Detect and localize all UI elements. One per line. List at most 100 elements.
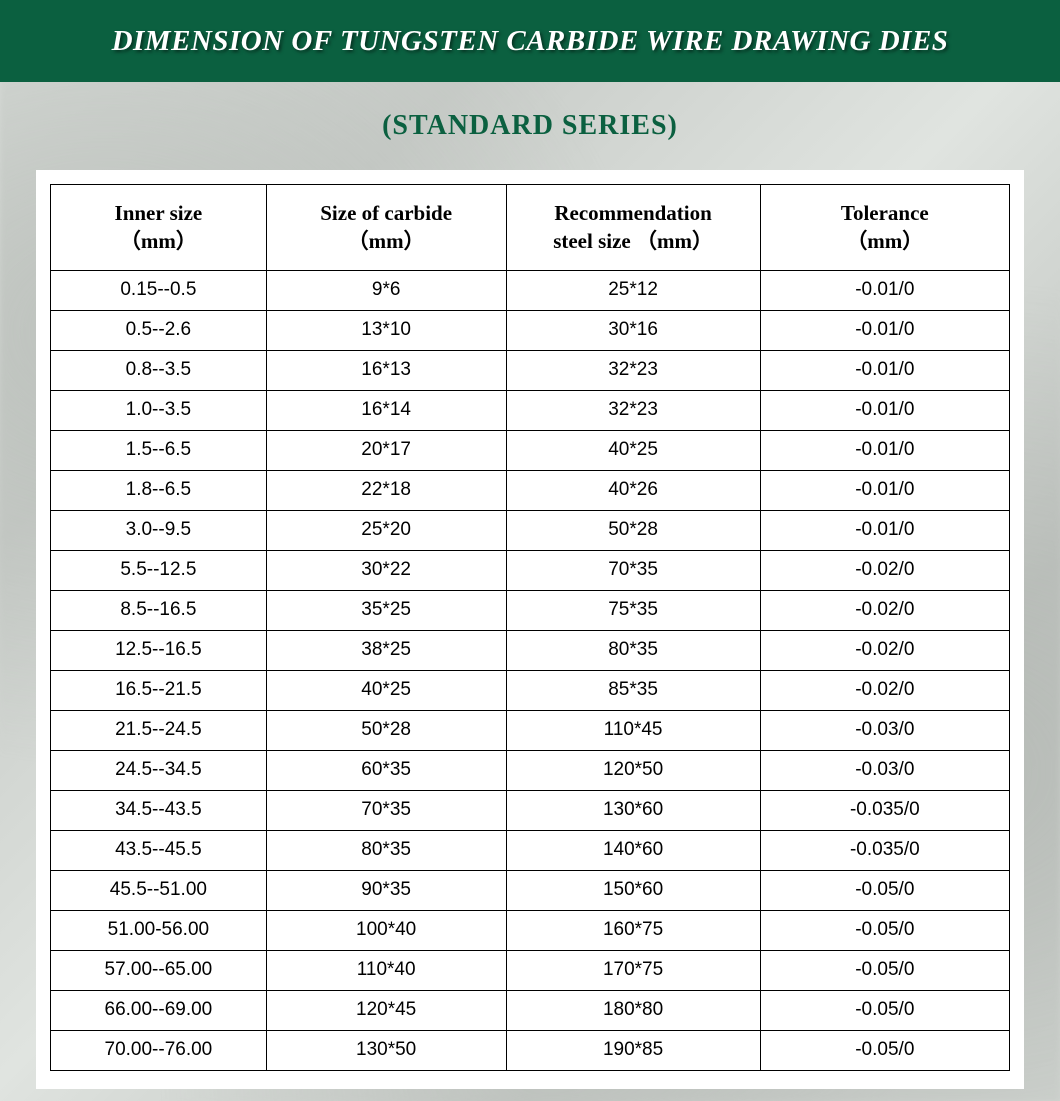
table-cell: -0.05/0 [760,1030,1009,1070]
table-container: Inner size （mm） Size of carbide （mm） Rec… [36,170,1024,1089]
table-cell: -0.02/0 [760,630,1009,670]
table-row: 0.15--0.59*625*12-0.01/0 [51,270,1010,310]
table-cell: 25*12 [506,270,760,310]
th-line1: Tolerance [841,201,929,225]
table-row: 57.00--65.00110*40170*75-0.05/0 [51,950,1010,990]
table-cell: 80*35 [506,630,760,670]
table-cell: 60*35 [266,750,506,790]
table-cell: 3.0--9.5 [51,510,267,550]
table-cell: 0.8--3.5 [51,350,267,390]
table-row: 24.5--34.560*35120*50-0.03/0 [51,750,1010,790]
header-band: DIMENSION OF TUNGSTEN CARBIDE WIRE DRAWI… [0,0,1060,82]
table-cell: 90*35 [266,870,506,910]
table-cell: 100*40 [266,910,506,950]
table-cell: -0.01/0 [760,390,1009,430]
table-cell: 80*35 [266,830,506,870]
table-cell: -0.05/0 [760,990,1009,1030]
table-cell: 70*35 [266,790,506,830]
table-cell: 70.00--76.00 [51,1030,267,1070]
table-cell: -0.01/0 [760,470,1009,510]
table-row: 21.5--24.550*28110*45-0.03/0 [51,710,1010,750]
table-cell: 160*75 [506,910,760,950]
table-cell: 16*13 [266,350,506,390]
table-row: 8.5--16.535*2575*35-0.02/0 [51,590,1010,630]
table-cell: 50*28 [506,510,760,550]
th-line1: Recommendation [554,201,711,225]
table-cell: -0.02/0 [760,590,1009,630]
table-cell: 22*18 [266,470,506,510]
table-cell: -0.035/0 [760,790,1009,830]
table-cell: 170*75 [506,950,760,990]
th-line2: （mm） [120,229,197,253]
table-cell: -0.01/0 [760,310,1009,350]
table-cell: 50*28 [266,710,506,750]
table-row: 1.5--6.520*1740*25-0.01/0 [51,430,1010,470]
table-cell: -0.01/0 [760,510,1009,550]
table-cell: 130*60 [506,790,760,830]
table-cell: 25*20 [266,510,506,550]
table-cell: -0.03/0 [760,750,1009,790]
table-cell: 0.15--0.5 [51,270,267,310]
table-cell: -0.05/0 [760,870,1009,910]
table-cell: 57.00--65.00 [51,950,267,990]
th-line1: Size of carbide [320,201,452,225]
table-row: 1.0--3.516*1432*23-0.01/0 [51,390,1010,430]
table-cell: 16*14 [266,390,506,430]
table-cell: -0.02/0 [760,550,1009,590]
table-cell: 110*40 [266,950,506,990]
table-cell: 110*45 [506,710,760,750]
table-cell: 120*50 [506,750,760,790]
table-cell: 85*35 [506,670,760,710]
table-cell: 32*23 [506,390,760,430]
table-row: 34.5--43.570*35130*60-0.035/0 [51,790,1010,830]
table-cell: 45.5--51.00 [51,870,267,910]
table-cell: 0.5--2.6 [51,310,267,350]
table-cell: 75*35 [506,590,760,630]
table-cell: -0.05/0 [760,910,1009,950]
table-row: 1.8--6.522*1840*26-0.01/0 [51,470,1010,510]
table-cell: 1.5--6.5 [51,430,267,470]
table-cell: -0.01/0 [760,430,1009,470]
table-row: 16.5--21.540*2585*35-0.02/0 [51,670,1010,710]
subtitle-band: (STANDARD SERIES) [0,82,1060,170]
th-line1: Inner size [115,201,203,225]
table-cell: 120*45 [266,990,506,1030]
th-steel-size: Recommendation steel size （mm） [506,185,760,271]
table-cell: 130*50 [266,1030,506,1070]
table-cell: 150*60 [506,870,760,910]
table-cell: 38*25 [266,630,506,670]
table-row: 43.5--45.580*35140*60-0.035/0 [51,830,1010,870]
table-body: 0.15--0.59*625*12-0.01/00.5--2.613*1030*… [51,270,1010,1070]
table-header-row: Inner size （mm） Size of carbide （mm） Rec… [51,185,1010,271]
table-cell: 5.5--12.5 [51,550,267,590]
table-cell: 40*26 [506,470,760,510]
table-row: 3.0--9.525*2050*28-0.01/0 [51,510,1010,550]
table-cell: 20*17 [266,430,506,470]
table-cell: 51.00-56.00 [51,910,267,950]
table-row: 5.5--12.530*2270*35-0.02/0 [51,550,1010,590]
table-row: 0.8--3.516*1332*23-0.01/0 [51,350,1010,390]
table-cell: -0.03/0 [760,710,1009,750]
table-cell: -0.035/0 [760,830,1009,870]
table-cell: 40*25 [506,430,760,470]
table-cell: 30*16 [506,310,760,350]
table-cell: 34.5--43.5 [51,790,267,830]
th-inner-size: Inner size （mm） [51,185,267,271]
table-cell: 180*80 [506,990,760,1030]
table-cell: 40*25 [266,670,506,710]
table-cell: 1.8--6.5 [51,470,267,510]
table-row: 66.00--69.00120*45180*80-0.05/0 [51,990,1010,1030]
th-carbide-size: Size of carbide （mm） [266,185,506,271]
dimensions-table: Inner size （mm） Size of carbide （mm） Rec… [50,184,1010,1071]
th-tolerance: Tolerance （mm） [760,185,1009,271]
th-line2: （mm） [846,229,923,253]
table-cell: -0.01/0 [760,270,1009,310]
table-cell: 12.5--16.5 [51,630,267,670]
page-subtitle: (STANDARD SERIES) [0,110,1060,142]
table-row: 12.5--16.538*2580*35-0.02/0 [51,630,1010,670]
table-cell: 24.5--34.5 [51,750,267,790]
table-row: 0.5--2.613*1030*16-0.01/0 [51,310,1010,350]
table-cell: 70*35 [506,550,760,590]
table-cell: 43.5--45.5 [51,830,267,870]
table-cell: 35*25 [266,590,506,630]
